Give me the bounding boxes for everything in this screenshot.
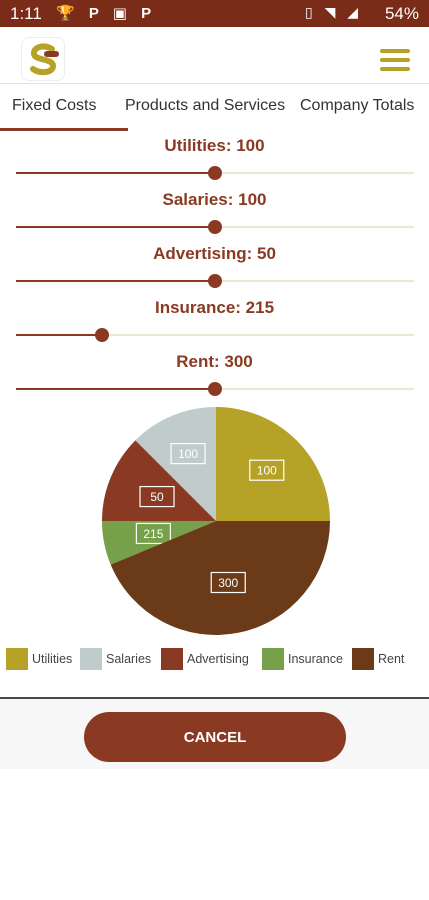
legend-swatch: [6, 648, 28, 670]
slider-fill: [16, 280, 215, 282]
pie-label-box: [139, 485, 175, 508]
tab-fixed-costs[interactable]: Fixed Costs: [12, 97, 97, 114]
legend-swatch: [262, 648, 284, 670]
rent-label: Rent: 300: [176, 352, 253, 371]
notification-icons: 🏆 P ▣ P: [56, 5, 157, 22]
hamburger-menu-icon[interactable]: [380, 49, 410, 73]
advertising-slider[interactable]: [16, 273, 414, 289]
utilities-label: Utilities: 100: [164, 136, 265, 155]
legend-swatch: [80, 648, 102, 670]
legend-label: Rent: [378, 652, 405, 666]
tab-products-and-services[interactable]: Products and Services: [125, 97, 286, 114]
pie-data-label: 50: [150, 490, 164, 504]
legend-swatch: [161, 648, 183, 670]
legend-swatch: [352, 648, 374, 670]
advertising-label: Advertising: 50: [153, 244, 276, 263]
pie-slice-advertising: [102, 440, 216, 521]
active-tab-indicator: [0, 128, 128, 131]
slider-fill: [16, 334, 102, 336]
chart-legend: Utilities Salaries Advertising Insurance…: [6, 648, 426, 674]
legend-label: Advertising: [187, 652, 249, 666]
pie-label-box: [135, 522, 171, 545]
legend-item-utilities: Utilities: [6, 648, 72, 670]
tab-bar: Fixed Costs Products and Services Compan…: [0, 85, 429, 131]
pie-data-label: 100: [257, 464, 277, 478]
salaries-label: Salaries: 100: [162, 190, 267, 209]
pie-data-label: 300: [218, 576, 238, 590]
tab-company-totals[interactable]: Company Totals: [300, 97, 415, 114]
pie-data-label: 100: [178, 447, 198, 461]
fixed-costs-pie-chart: 100 100 50 215 300: [102, 407, 330, 635]
system-icons: ▯ ◥ ◢: [305, 4, 363, 20]
insurance-label: Insurance: 215: [154, 298, 275, 317]
slider-thumb[interactable]: [208, 274, 222, 288]
app-bar: [0, 27, 429, 84]
pie-slice-utilities: [216, 407, 330, 521]
slider-thumb[interactable]: [208, 382, 222, 396]
legend-item-rent: Rent: [352, 648, 404, 670]
slider-thumb[interactable]: [208, 166, 222, 180]
salaries-slider[interactable]: [16, 219, 414, 235]
battery-level: 54%: [384, 4, 419, 23]
pie-label-box: [210, 571, 246, 594]
legend-label: Utilities: [32, 652, 73, 666]
pie-slice-insurance: [102, 521, 216, 565]
app-logo: [21, 37, 65, 81]
status-bar: 1:11 🏆 P ▣ P ▯ ◥ ◢ 54%: [0, 0, 429, 27]
slider-thumb[interactable]: [94, 328, 109, 342]
slider-track: [16, 334, 414, 336]
slider-fill: [16, 226, 215, 228]
legend-item-advertising: Advertising: [161, 648, 249, 670]
legend-item-salaries: Salaries: [80, 648, 151, 670]
pie-data-label: 215: [143, 527, 163, 541]
footer-divider: [0, 697, 429, 699]
slider-thumb[interactable]: [208, 220, 222, 234]
pie-slice-rent: [110, 521, 330, 635]
logo-s-icon: [30, 43, 59, 76]
legend-label: Salaries: [106, 652, 152, 666]
utilities-slider[interactable]: [16, 165, 414, 181]
rent-slider[interactable]: [16, 381, 414, 397]
slider-fill: [16, 172, 215, 174]
slider-fill: [16, 388, 215, 390]
legend-item-insurance: Insurance: [262, 648, 343, 670]
cancel-button[interactable]: CANCEL: [84, 712, 346, 762]
pie-label-box: [249, 459, 285, 481]
pie-label-box: [170, 442, 206, 465]
insurance-slider[interactable]: [16, 327, 414, 343]
status-time: 1:11: [10, 4, 42, 23]
legend-label: Insurance: [288, 652, 343, 666]
